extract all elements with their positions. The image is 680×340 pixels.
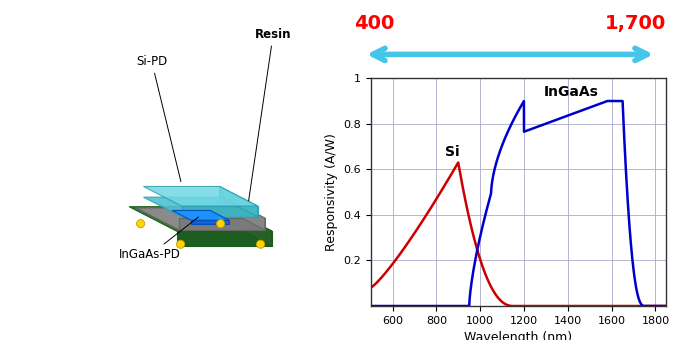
Polygon shape: [172, 210, 229, 220]
Polygon shape: [222, 196, 265, 230]
Text: Si-PD: Si-PD: [136, 55, 181, 182]
Text: 400: 400: [354, 14, 394, 33]
Polygon shape: [143, 197, 258, 217]
Circle shape: [216, 220, 224, 228]
X-axis label: Wavelength (nm): Wavelength (nm): [464, 331, 573, 340]
Polygon shape: [129, 207, 272, 231]
Polygon shape: [180, 218, 265, 230]
Text: InGaAs-PD: InGaAs-PD: [119, 217, 199, 261]
Y-axis label: Responsivity (A/W): Responsivity (A/W): [324, 133, 337, 251]
Polygon shape: [136, 208, 265, 230]
Polygon shape: [191, 220, 229, 224]
Text: Resin: Resin: [249, 28, 292, 201]
Polygon shape: [143, 186, 258, 206]
Text: InGaAs: InGaAs: [544, 85, 598, 99]
Circle shape: [137, 220, 145, 228]
Polygon shape: [224, 207, 272, 246]
Polygon shape: [220, 186, 258, 217]
Polygon shape: [177, 231, 272, 246]
Circle shape: [177, 240, 185, 248]
Circle shape: [256, 240, 265, 248]
Text: Si: Si: [445, 144, 460, 159]
Text: 1,700: 1,700: [605, 14, 666, 33]
Polygon shape: [182, 206, 258, 217]
